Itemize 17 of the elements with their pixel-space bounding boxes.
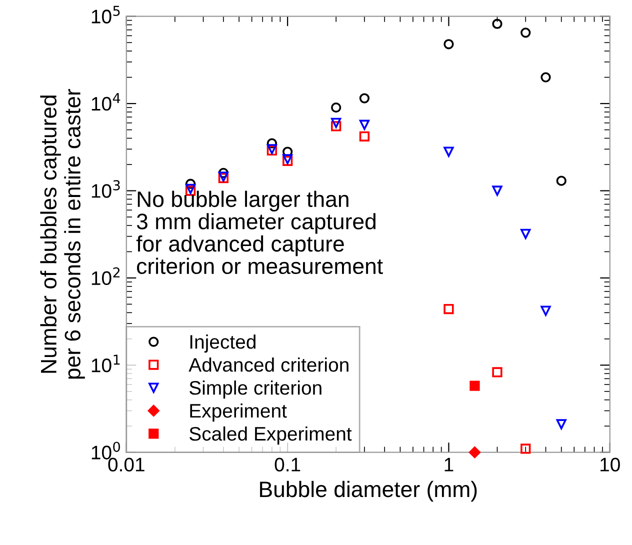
legend-label: Advanced criterion: [188, 357, 348, 372]
legend-label: Injected: [190, 334, 256, 353]
x-tick-label: 0.01: [108, 458, 144, 472]
y-tick-label: 10$^{5}$: [92, 6, 120, 24]
x-axis-title: Bubble diameter (mm): [260, 480, 477, 502]
x-tick-label: 0.1: [274, 458, 300, 472]
y-tick-label: 10$^{3}$: [92, 180, 120, 198]
legend-label: Simple criterion: [190, 380, 322, 399]
x-tick-label: 1: [444, 458, 454, 472]
y-tick-label: 10$^{2}$: [92, 267, 120, 286]
y-axis-title: Number of bubbles captured per 6 seconds in entire caster: [40, 88, 85, 379]
y-tick-label: 10$^{4}$: [92, 93, 120, 111]
legend-label: Scaled Experiment: [190, 426, 352, 445]
x-tick-label: 10: [600, 458, 620, 472]
annotation: No bubble larger than 3 mm diameter captured for advanced capture criterion or measurement: [136, 190, 383, 274]
y-tick-label: 10$^{1}$: [92, 354, 120, 372]
legend-label: Experiment: [190, 403, 287, 422]
